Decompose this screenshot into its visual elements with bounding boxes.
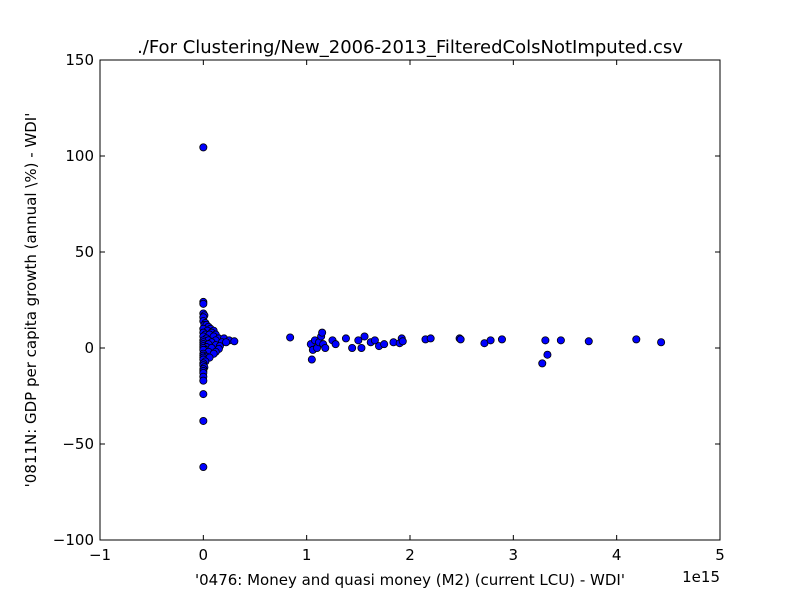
data-point [426, 334, 435, 343]
data-point [456, 335, 465, 344]
y-tick-label: 100 [65, 147, 94, 165]
data-point [357, 343, 366, 352]
data-point [348, 343, 357, 352]
data-point [584, 337, 593, 346]
x-axis-offset-label: 1e15 [682, 568, 720, 586]
x-tick-label: 0 [199, 546, 209, 564]
data-point [497, 335, 506, 344]
x-tick-label: 4 [612, 546, 622, 564]
data-point [230, 337, 239, 346]
data-point [398, 337, 407, 346]
x-axis-label: '0476: Money and quasi money (M2) (curre… [195, 571, 625, 589]
data-point [538, 359, 547, 368]
y-tick-label: −50 [62, 435, 94, 453]
data-point [222, 338, 231, 347]
x-tick-label: −1 [89, 546, 111, 564]
data-point [199, 463, 208, 472]
x-tick-label: 5 [715, 546, 725, 564]
y-tick-label: 0 [84, 339, 94, 357]
data-point [199, 390, 208, 399]
x-tick-label: 3 [509, 546, 519, 564]
data-point [286, 333, 295, 342]
y-tick-label: −100 [53, 531, 94, 549]
data-point [318, 328, 327, 337]
x-tick-label: 1 [302, 546, 312, 564]
y-axis-label: '0811N: GDP per capita growth (annual \%… [22, 113, 40, 488]
data-point [331, 340, 340, 349]
y-tick-label: 150 [65, 51, 94, 69]
points-layer [199, 143, 666, 472]
data-point [541, 336, 550, 345]
data-point [543, 350, 552, 359]
data-point [556, 336, 565, 345]
data-point [199, 299, 208, 308]
ticks-layer: −1 0 1 2 3 4 5 −100 −50 0 50 100 150 [53, 51, 725, 564]
plot-frame [99, 59, 721, 541]
data-point [486, 336, 495, 345]
x-tick-label: 2 [405, 546, 415, 564]
data-point [199, 416, 208, 425]
data-point [380, 340, 389, 349]
chart-title: ./For Clustering/New_2006-2013_FilteredC… [137, 37, 683, 58]
y-tick-label: 50 [75, 243, 94, 261]
data-point [199, 143, 208, 152]
data-point [321, 343, 330, 352]
data-point [360, 332, 369, 341]
data-point [354, 336, 363, 345]
data-point [341, 334, 350, 343]
data-point [199, 376, 208, 385]
data-point [307, 355, 316, 364]
data-point [632, 335, 641, 344]
data-point [370, 336, 379, 345]
data-point [657, 338, 666, 347]
